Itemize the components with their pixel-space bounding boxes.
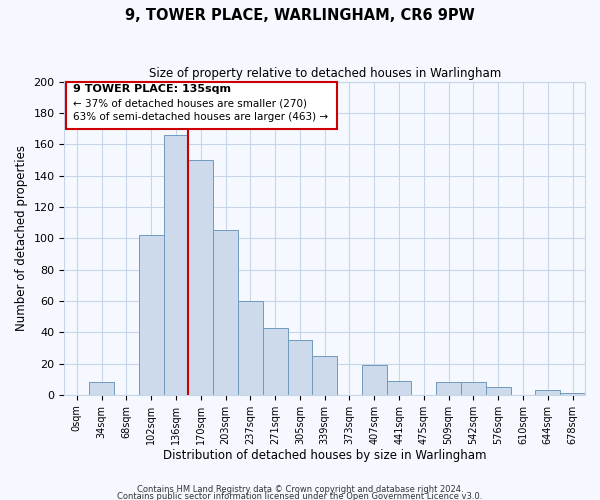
Bar (89, 382, 114, 395)
Bar (139, 235, 164, 395)
Bar (560, 394, 585, 395)
FancyBboxPatch shape (65, 82, 337, 128)
Bar (213, 230, 238, 395)
Bar (386, 381, 412, 395)
Text: 9, TOWER PLACE, WARLINGHAM, CR6 9PW: 9, TOWER PLACE, WARLINGHAM, CR6 9PW (125, 8, 475, 22)
Bar (263, 328, 287, 395)
X-axis label: Distribution of detached houses by size in Warlingham: Distribution of detached houses by size … (163, 450, 487, 462)
Y-axis label: Number of detached properties: Number of detached properties (15, 146, 28, 332)
Text: 9 TOWER PLACE: 135sqm: 9 TOWER PLACE: 135sqm (73, 84, 231, 94)
Title: Size of property relative to detached houses in Warlingham: Size of property relative to detached ho… (149, 68, 501, 80)
Bar (486, 387, 511, 395)
Bar (535, 390, 560, 395)
Bar (313, 356, 337, 395)
Bar (164, 135, 188, 395)
Bar (461, 382, 486, 395)
Text: 63% of semi-detached houses are larger (463) →: 63% of semi-detached houses are larger (… (73, 112, 328, 122)
Text: Contains public sector information licensed under the Open Government Licence v3: Contains public sector information licen… (118, 492, 482, 500)
Text: Contains HM Land Registry data © Crown copyright and database right 2024.: Contains HM Land Registry data © Crown c… (137, 486, 463, 494)
Text: ← 37% of detached houses are smaller (270): ← 37% of detached houses are smaller (27… (73, 98, 307, 108)
Bar (238, 301, 263, 395)
Bar (188, 160, 213, 395)
Bar (362, 365, 386, 395)
Bar (287, 340, 313, 395)
Bar (436, 382, 461, 395)
